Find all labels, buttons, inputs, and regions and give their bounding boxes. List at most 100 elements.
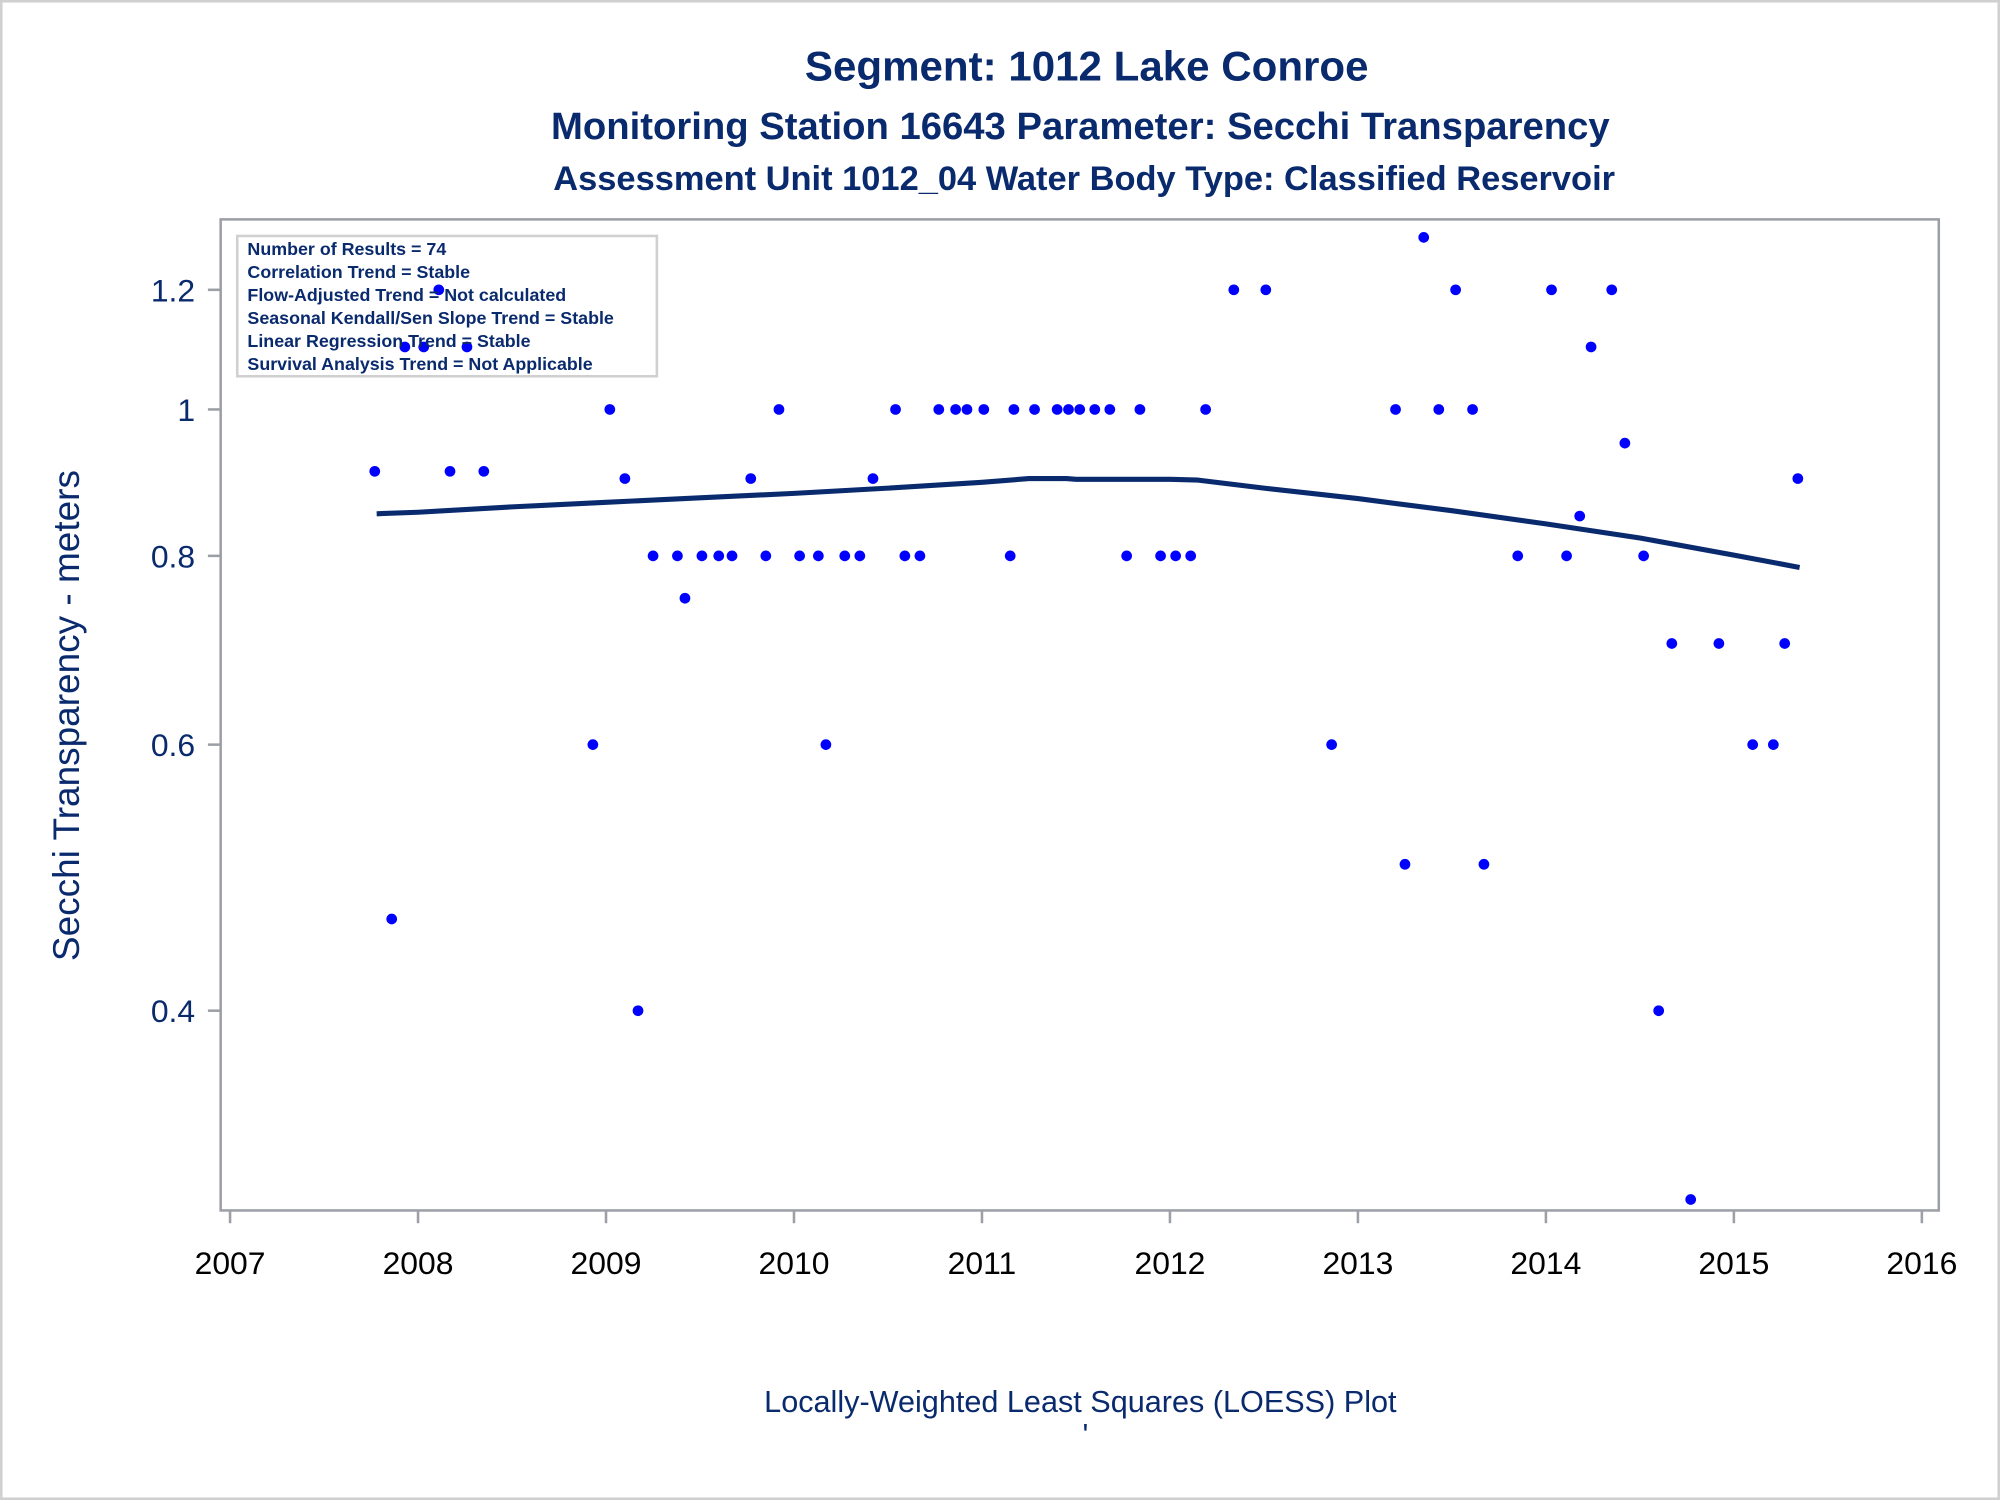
x-tick-label: 2009 — [571, 1245, 642, 1281]
data-point — [672, 550, 683, 562]
stats-correlation-trend: Correlation Trend = Stable — [247, 262, 470, 282]
data-point — [1134, 404, 1146, 415]
data-point — [839, 550, 851, 562]
data-point — [713, 550, 725, 562]
data-point — [1792, 473, 1804, 484]
data-point — [1561, 550, 1572, 562]
y-axis: 0.4 0.6 0.8 1 1.2 — [151, 272, 221, 1029]
data-point — [794, 550, 805, 562]
data-point — [890, 404, 901, 415]
x-tick-label: 2011 — [948, 1245, 1017, 1281]
x-tick-label: 2013 — [1322, 1245, 1393, 1281]
x-tick-label: 2012 — [1134, 1245, 1205, 1281]
data-point — [1619, 437, 1631, 449]
data-point — [1326, 739, 1337, 750]
data-point — [1074, 404, 1086, 415]
stats-survival-analysis-trend: Survival Analysis Trend = Not Applicable — [247, 354, 592, 374]
data-point — [1685, 1194, 1697, 1205]
loess-line — [376, 476, 1801, 570]
data-point — [444, 465, 456, 477]
data-point — [1155, 550, 1166, 562]
data-point — [978, 404, 990, 415]
data-point — [1767, 739, 1779, 750]
data-point — [1638, 550, 1649, 562]
data-point — [1433, 404, 1445, 415]
data-point — [950, 404, 961, 415]
data-point — [1029, 404, 1040, 415]
data-point — [1574, 510, 1586, 522]
y-tick-label: 0.8 — [151, 538, 195, 574]
data-point — [632, 1005, 644, 1017]
data-point — [1104, 404, 1116, 415]
data-point — [1418, 232, 1430, 243]
data-point — [587, 739, 599, 750]
stats-seasonal-kendall-trend: Seasonal Kendall/Sen Slope Trend = Stabl… — [247, 308, 613, 328]
data-point — [1546, 284, 1557, 296]
data-point — [1063, 404, 1074, 415]
data-point — [386, 913, 398, 925]
data-point — [1121, 550, 1133, 562]
data-point — [619, 473, 631, 484]
data-point — [1713, 638, 1725, 649]
stats-flow-adjusted-trend: Flow-Adjusted Trend = Not calculated — [247, 285, 566, 305]
footnote-mark: ' — [1083, 1418, 1089, 1452]
y-tick-label: 1.2 — [151, 272, 195, 308]
x-axis: 2007 2008 2009 2010 2011 2012 2013 2014 2015 2016 — [195, 1210, 1957, 1281]
data-point — [461, 341, 473, 353]
data-point — [726, 550, 738, 562]
stats-linear-regression-trend: Linear Regression Trend = Stable — [247, 331, 530, 351]
stats-number-of-results: Number of Results = 74 — [247, 239, 446, 259]
chart-subtitle-2: Assessment Unit 1012_04 Water Body Type:… — [553, 160, 1615, 198]
x-tick-label: 2016 — [1886, 1245, 1957, 1281]
data-point — [1089, 404, 1101, 415]
data-point — [760, 550, 772, 562]
data-point — [914, 550, 926, 562]
data-point — [1653, 1005, 1665, 1017]
data-point — [1450, 284, 1461, 296]
data-point — [1051, 404, 1063, 415]
stats-box-frame — [235, 234, 659, 378]
data-point — [1260, 284, 1272, 296]
data-point — [433, 284, 445, 296]
data-point — [1390, 404, 1401, 415]
data-point — [1585, 341, 1597, 353]
data-point — [1747, 739, 1759, 750]
plot-frame — [219, 218, 1941, 1212]
data-point — [820, 739, 832, 750]
data-point — [679, 592, 691, 604]
data-point — [1228, 284, 1240, 296]
x-tick-label: 2007 — [195, 1245, 266, 1281]
data-point — [369, 465, 381, 477]
data-point — [773, 404, 785, 415]
data-point — [1004, 550, 1016, 562]
data-point — [478, 465, 490, 477]
chart-subtitle: Monitoring Station 16643 Parameter: Secc… — [551, 105, 1610, 148]
data-point — [1512, 550, 1524, 562]
data-point — [1170, 550, 1181, 562]
data-point — [418, 341, 430, 353]
data-point — [1467, 404, 1478, 415]
data-point — [899, 550, 911, 562]
data-point — [1478, 858, 1490, 870]
data-point — [867, 473, 879, 484]
data-point — [854, 550, 866, 562]
x-tick-label: 2010 — [759, 1245, 830, 1281]
data-point — [961, 404, 973, 415]
x-tick-label: 2014 — [1510, 1245, 1581, 1281]
data-point — [647, 550, 659, 562]
chart-title: Segment: 1012 Lake Conroe — [805, 42, 1369, 89]
y-tick-label: 1 — [177, 392, 195, 428]
y-tick-label: 0.6 — [151, 727, 195, 763]
data-point — [813, 550, 824, 562]
data-point — [1185, 550, 1197, 562]
data-point — [696, 550, 708, 562]
data-point — [933, 404, 945, 415]
footnote: Locally-Weighted Least Squares (LOESS) P… — [764, 1385, 1397, 1419]
data-point — [399, 341, 411, 353]
data-point — [1666, 638, 1678, 649]
y-axis-label: Secchi Transparency - meters — [46, 470, 87, 961]
data-point — [1606, 284, 1618, 296]
data-point — [1008, 404, 1020, 415]
